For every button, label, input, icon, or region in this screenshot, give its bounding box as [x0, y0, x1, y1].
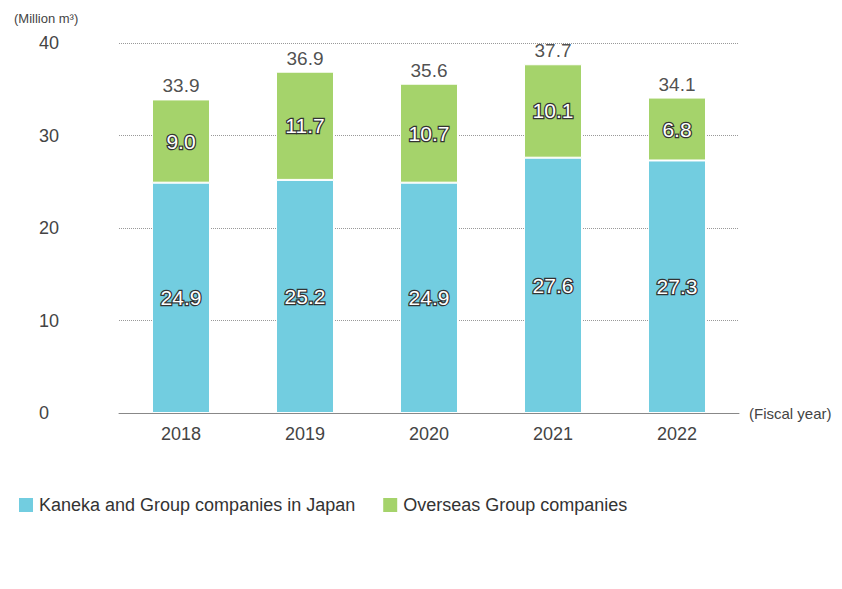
- svg-text:2022: 2022: [657, 424, 697, 444]
- svg-text:2020: 2020: [409, 424, 449, 444]
- svg-text:20: 20: [39, 218, 59, 238]
- svg-text:2021: 2021: [533, 424, 573, 444]
- svg-text:34.1: 34.1: [659, 74, 696, 95]
- svg-text:11.7: 11.7: [285, 114, 324, 137]
- svg-text:Overseas Group companies: Overseas Group companies: [403, 495, 627, 515]
- svg-text:33.9: 33.9: [163, 75, 200, 96]
- svg-text:25.2: 25.2: [285, 285, 326, 308]
- svg-text:27.3: 27.3: [657, 275, 698, 298]
- svg-text:10: 10: [39, 311, 59, 331]
- svg-text:30: 30: [39, 126, 59, 146]
- svg-text:10.7: 10.7: [409, 122, 450, 145]
- svg-text:2019: 2019: [285, 424, 325, 444]
- svg-text:40: 40: [39, 33, 59, 53]
- svg-text:10.1: 10.1: [533, 99, 574, 122]
- svg-text:2018: 2018: [161, 424, 201, 444]
- svg-text:Kaneka and Group companies in: Kaneka and Group companies in Japan: [39, 495, 355, 515]
- svg-text:24.9: 24.9: [409, 286, 450, 309]
- svg-text:35.6: 35.6: [411, 60, 448, 81]
- svg-text:36.9: 36.9: [287, 48, 324, 69]
- svg-text:37.7: 37.7: [535, 40, 572, 61]
- svg-text:27.6: 27.6: [533, 274, 574, 297]
- svg-text:(Fiscal year): (Fiscal year): [749, 405, 832, 422]
- svg-text:9.0: 9.0: [166, 130, 195, 153]
- svg-text:0: 0: [39, 403, 49, 423]
- svg-text:(Million m³): (Million m³): [14, 11, 78, 26]
- svg-text:6.8: 6.8: [662, 118, 691, 141]
- svg-text:24.9: 24.9: [161, 286, 202, 309]
